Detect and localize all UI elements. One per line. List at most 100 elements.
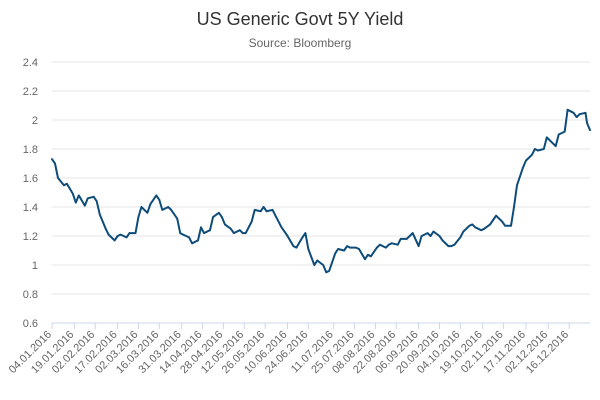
yield-data-point: [212, 216, 214, 218]
yield-data-point: [137, 216, 140, 218]
yield-data-point: [391, 242, 393, 245]
yield-data-point: [271, 209, 274, 211]
yield-data-point: [504, 225, 506, 227]
yield-data-point: [578, 113, 581, 115]
yield-data-point: [149, 203, 152, 205]
yield-data-point: [417, 245, 420, 247]
yield-data-point: [292, 245, 295, 247]
yield-data-point: [334, 252, 337, 255]
yield-data-point: [280, 226, 283, 229]
yield-data-point: [584, 112, 587, 114]
yield-data-point: [367, 254, 369, 256]
yield-data-point: [119, 233, 122, 236]
yield-data-point: [104, 228, 107, 230]
yield-data-point: [98, 213, 101, 215]
yield-data-point: [72, 193, 74, 195]
yield-data-point: [140, 206, 143, 208]
yield-data-point: [349, 246, 351, 249]
yield-data-point: [295, 246, 298, 249]
yield-data-point: [551, 142, 554, 144]
yield-data-point: [379, 243, 381, 246]
yield-data-point: [346, 245, 348, 247]
yield-data-point: [209, 229, 211, 231]
yield-data-point: [370, 255, 372, 258]
yield-data-point: [262, 206, 265, 208]
yield-data-point: [432, 230, 435, 233]
yield-data-point: [63, 184, 65, 186]
yield-data-point: [325, 271, 328, 274]
yield-data-point: [453, 243, 456, 246]
yield-data-point: [483, 228, 486, 230]
yield-data-point: [75, 201, 77, 204]
yield-data-point: [495, 214, 497, 217]
yield-data-point: [513, 206, 515, 208]
yield-data-point: [51, 158, 53, 160]
yield-data-point: [364, 258, 366, 261]
yield-data-point: [250, 220, 253, 223]
yield-data-point: [155, 194, 158, 197]
yield-data-point: [328, 270, 331, 272]
yield-data-point: [301, 236, 304, 239]
yield-data-point: [471, 223, 474, 226]
yield-data-point: [510, 225, 512, 227]
yield-data-point: [546, 136, 548, 139]
yield-data-point: [125, 236, 128, 239]
yield-data-point: [92, 196, 95, 198]
yield-data-point: [242, 232, 244, 234]
chart-title: US Generic Govt 5Y Yield: [197, 9, 404, 29]
yield-data-point: [480, 229, 483, 231]
yield-data-point: [411, 232, 414, 234]
x-axis-tick-labels: 04.01.201619.01.201602.02.201617.02.2016…: [7, 323, 571, 376]
yield-data-point: [462, 230, 465, 233]
yield-data-point: [57, 177, 59, 179]
yield-data-point: [197, 239, 199, 242]
yield-data-point: [388, 243, 390, 246]
yield-data-point: [84, 204, 86, 207]
yield-data-point: [572, 112, 575, 114]
yield-data-point: [170, 209, 172, 211]
yield-data-point: [405, 238, 408, 240]
yield-data-point: [87, 197, 89, 200]
yield-data-point: [167, 206, 169, 208]
yield-data-point: [128, 232, 131, 234]
yield-data-point: [218, 212, 220, 214]
yield-data-point: [522, 167, 524, 169]
yield-data-point: [399, 238, 402, 240]
yield-data-point: [203, 232, 205, 234]
yield-data-point: [441, 239, 444, 242]
yield-data-point: [134, 232, 137, 234]
yield-data-point: [554, 145, 557, 147]
yield-data-point: [489, 223, 491, 226]
yield-data-point: [459, 236, 462, 239]
yield-data-point: [450, 245, 453, 247]
yield-data-point: [161, 209, 164, 211]
yield-data-point: [244, 232, 247, 234]
yield-data-point: [116, 235, 119, 237]
yield-data-point: [385, 246, 387, 249]
yield-data-point: [516, 184, 518, 186]
yield-data-point: [531, 154, 533, 156]
yield-data-point: [239, 229, 241, 231]
yield-data-point: [563, 130, 566, 133]
yield-data-point: [426, 232, 429, 234]
yield-data-point: [146, 212, 149, 214]
yield-data-point: [337, 248, 339, 250]
yield-data-point: [557, 133, 560, 136]
yield-data-point: [543, 148, 545, 150]
yield-data-point: [283, 230, 286, 233]
yield-data-point: [230, 228, 232, 230]
chart-subtitle: Source: Bloomberg: [249, 36, 352, 50]
yield-data-point: [316, 259, 319, 262]
yield-data-point: [158, 199, 161, 201]
yield-data-point: [420, 235, 423, 237]
yield-data-point: [182, 233, 184, 236]
yield-data-point: [107, 233, 110, 236]
yield-data-point: [343, 249, 345, 252]
y-tick-label: 1.6: [23, 173, 38, 185]
series-layer: [51, 108, 591, 274]
yield-data-point: [200, 226, 202, 229]
yield-data-point: [113, 239, 116, 242]
yield-series-line: [51, 108, 591, 274]
yield-data-point: [566, 109, 569, 111]
